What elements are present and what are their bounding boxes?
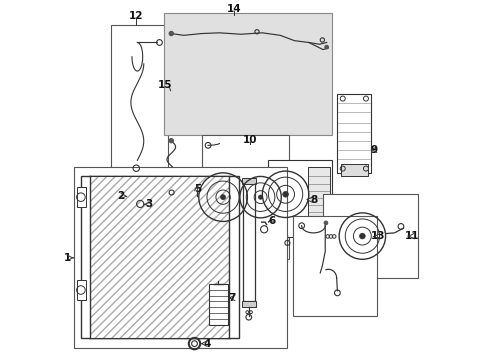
Bar	[340, 164, 367, 176]
Bar	[323, 194, 417, 278]
Bar	[241, 301, 256, 307]
Bar	[229, 176, 239, 338]
Circle shape	[220, 195, 225, 200]
Text: 2: 2	[117, 191, 124, 201]
Bar	[74, 167, 287, 348]
Circle shape	[324, 45, 328, 49]
Text: 7: 7	[228, 293, 236, 303]
Bar	[164, 13, 331, 135]
Bar	[110, 24, 167, 187]
Bar	[77, 187, 85, 207]
Text: 13: 13	[370, 231, 384, 242]
Bar	[292, 216, 376, 316]
Bar	[241, 178, 256, 184]
Text: 1: 1	[64, 253, 71, 263]
Bar	[201, 135, 288, 258]
Circle shape	[324, 221, 327, 225]
Text: 11: 11	[405, 231, 419, 241]
Bar	[307, 167, 329, 221]
Circle shape	[169, 31, 173, 36]
Circle shape	[169, 139, 173, 143]
Text: 10: 10	[243, 135, 257, 145]
Bar	[267, 160, 331, 237]
Text: 15: 15	[158, 80, 172, 90]
Circle shape	[359, 233, 365, 239]
Bar	[81, 176, 90, 338]
Text: 6: 6	[268, 216, 275, 226]
Circle shape	[282, 192, 288, 197]
Text: 9: 9	[369, 145, 377, 155]
Text: 14: 14	[226, 4, 241, 14]
Bar	[242, 180, 255, 301]
Text: 5: 5	[193, 184, 201, 194]
Circle shape	[258, 195, 262, 199]
Text: 12: 12	[129, 11, 143, 21]
Bar	[208, 284, 228, 325]
Text: 4: 4	[203, 339, 210, 348]
Text: 8: 8	[310, 195, 317, 204]
Bar	[89, 175, 230, 339]
Bar	[77, 280, 85, 300]
Bar	[337, 94, 370, 173]
Text: 3: 3	[145, 199, 152, 209]
